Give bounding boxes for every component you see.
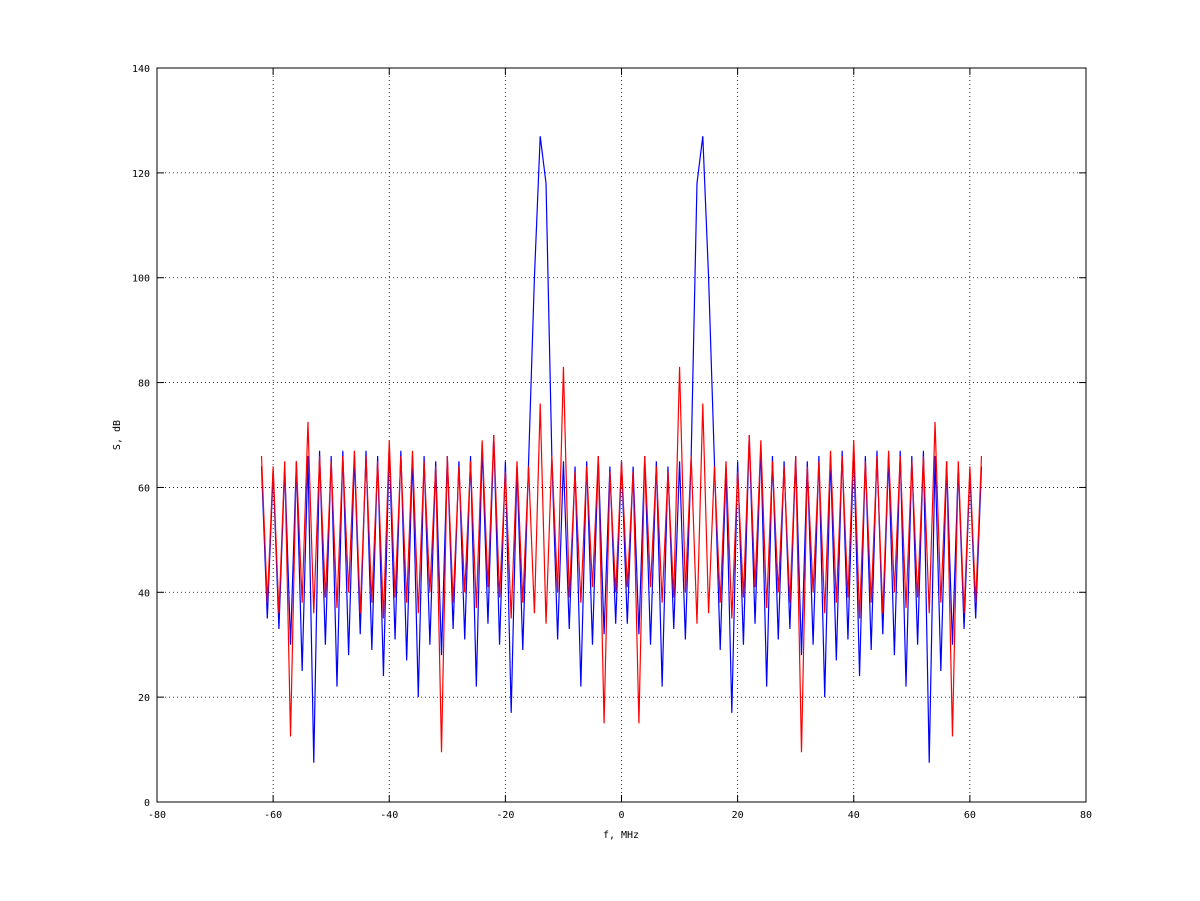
x-tick-label: -20 <box>496 810 514 821</box>
x-tick-label: -60 <box>264 810 282 821</box>
x-axis-label: f, MHz <box>603 830 639 841</box>
y-tick-label: 0 <box>144 798 150 809</box>
x-tick-label: -80 <box>148 810 166 821</box>
x-tick-label: 60 <box>964 810 976 821</box>
y-tick-label: 80 <box>138 379 150 390</box>
y-tick-label: 40 <box>138 588 150 599</box>
x-tick-label: 40 <box>848 810 860 821</box>
y-tick-label: 60 <box>138 483 150 494</box>
y-tick-label: 120 <box>132 169 150 180</box>
y-tick-label: 140 <box>132 64 150 75</box>
x-tick-label: 20 <box>732 810 744 821</box>
y-tick-label: 100 <box>132 274 150 285</box>
x-tick-label: 0 <box>618 810 624 821</box>
y-tick-label: 20 <box>138 693 150 704</box>
x-tick-label: 80 <box>1080 810 1092 821</box>
plot-frame <box>156 67 1087 803</box>
y-axis-label: S, dB <box>112 420 123 450</box>
x-tick-label: -40 <box>380 810 398 821</box>
series-line <box>260 366 983 753</box>
